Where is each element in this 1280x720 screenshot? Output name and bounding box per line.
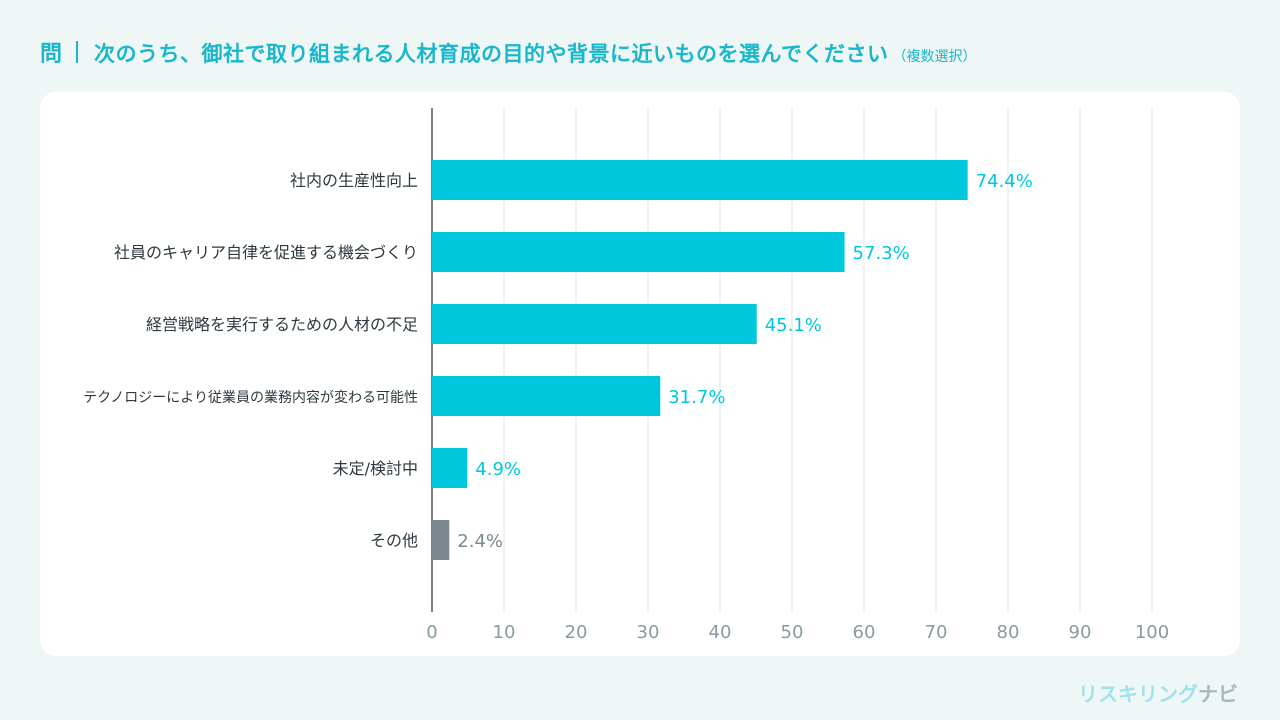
x-tick-label: 60 xyxy=(853,622,876,643)
x-tick-label: 70 xyxy=(925,622,948,643)
x-tick-label: 50 xyxy=(781,622,804,643)
x-tick-label: 10 xyxy=(493,622,516,643)
question-note: （複数選択） xyxy=(892,49,977,65)
category-label: 社内の生産性向上 xyxy=(290,171,418,190)
value-label: 74.4% xyxy=(976,171,1033,192)
title-divider xyxy=(76,41,79,63)
bar xyxy=(432,160,968,200)
value-label: 45.1% xyxy=(765,315,822,336)
x-tick-label: 40 xyxy=(709,622,732,643)
question-mark: 問 xyxy=(40,42,63,67)
category-label: 未定/検討中 xyxy=(333,459,418,478)
x-tick-label: 30 xyxy=(637,622,660,643)
question-header: 問 次のうち、御社で取り組まれる人材育成の目的や背景に近いものを選んでください … xyxy=(40,36,976,68)
bar xyxy=(432,520,450,560)
question-text: 次のうち、御社で取り組まれる人材育成の目的や背景に近いものを選んでください xyxy=(94,42,889,66)
category-label: テクノロジーにより従業員の業務内容が変わる可能性 xyxy=(83,389,418,406)
category-label: その他 xyxy=(370,531,418,550)
x-tick-label: 80 xyxy=(997,622,1020,643)
x-tick-label: 90 xyxy=(1069,622,1092,643)
x-tick-label: 20 xyxy=(565,622,588,643)
brand-name-part2: ナビ xyxy=(1198,682,1238,706)
category-label: 社員のキャリア自律を促進する機会づくり xyxy=(114,243,418,262)
bar xyxy=(432,232,845,272)
value-label: 2.4% xyxy=(457,531,503,552)
value-label: 4.9% xyxy=(475,459,521,480)
bar-chart: 0 10 20 30 40 50 60 70 80 90 100 社内の生産性向上 74.4% 社員のキャ… xyxy=(83,108,1169,643)
chart-card: 0 10 20 30 40 50 60 70 80 90 100 社内の生産性向上 74.4% 社員のキャ… xyxy=(40,92,1240,656)
x-tick-label: 100 xyxy=(1135,622,1169,643)
value-label: 57.3% xyxy=(853,243,910,264)
category-label: 経営戦略を実行するための人材の不足 xyxy=(146,315,418,334)
brand-name-part1: リスキリング xyxy=(1078,682,1198,706)
value-label: 31.7% xyxy=(668,387,725,408)
bar xyxy=(432,304,757,344)
bar xyxy=(432,448,468,488)
brand-logo: リスキリングナビ xyxy=(1078,678,1238,707)
bar xyxy=(432,376,661,416)
x-tick-label: 0 xyxy=(426,622,437,643)
